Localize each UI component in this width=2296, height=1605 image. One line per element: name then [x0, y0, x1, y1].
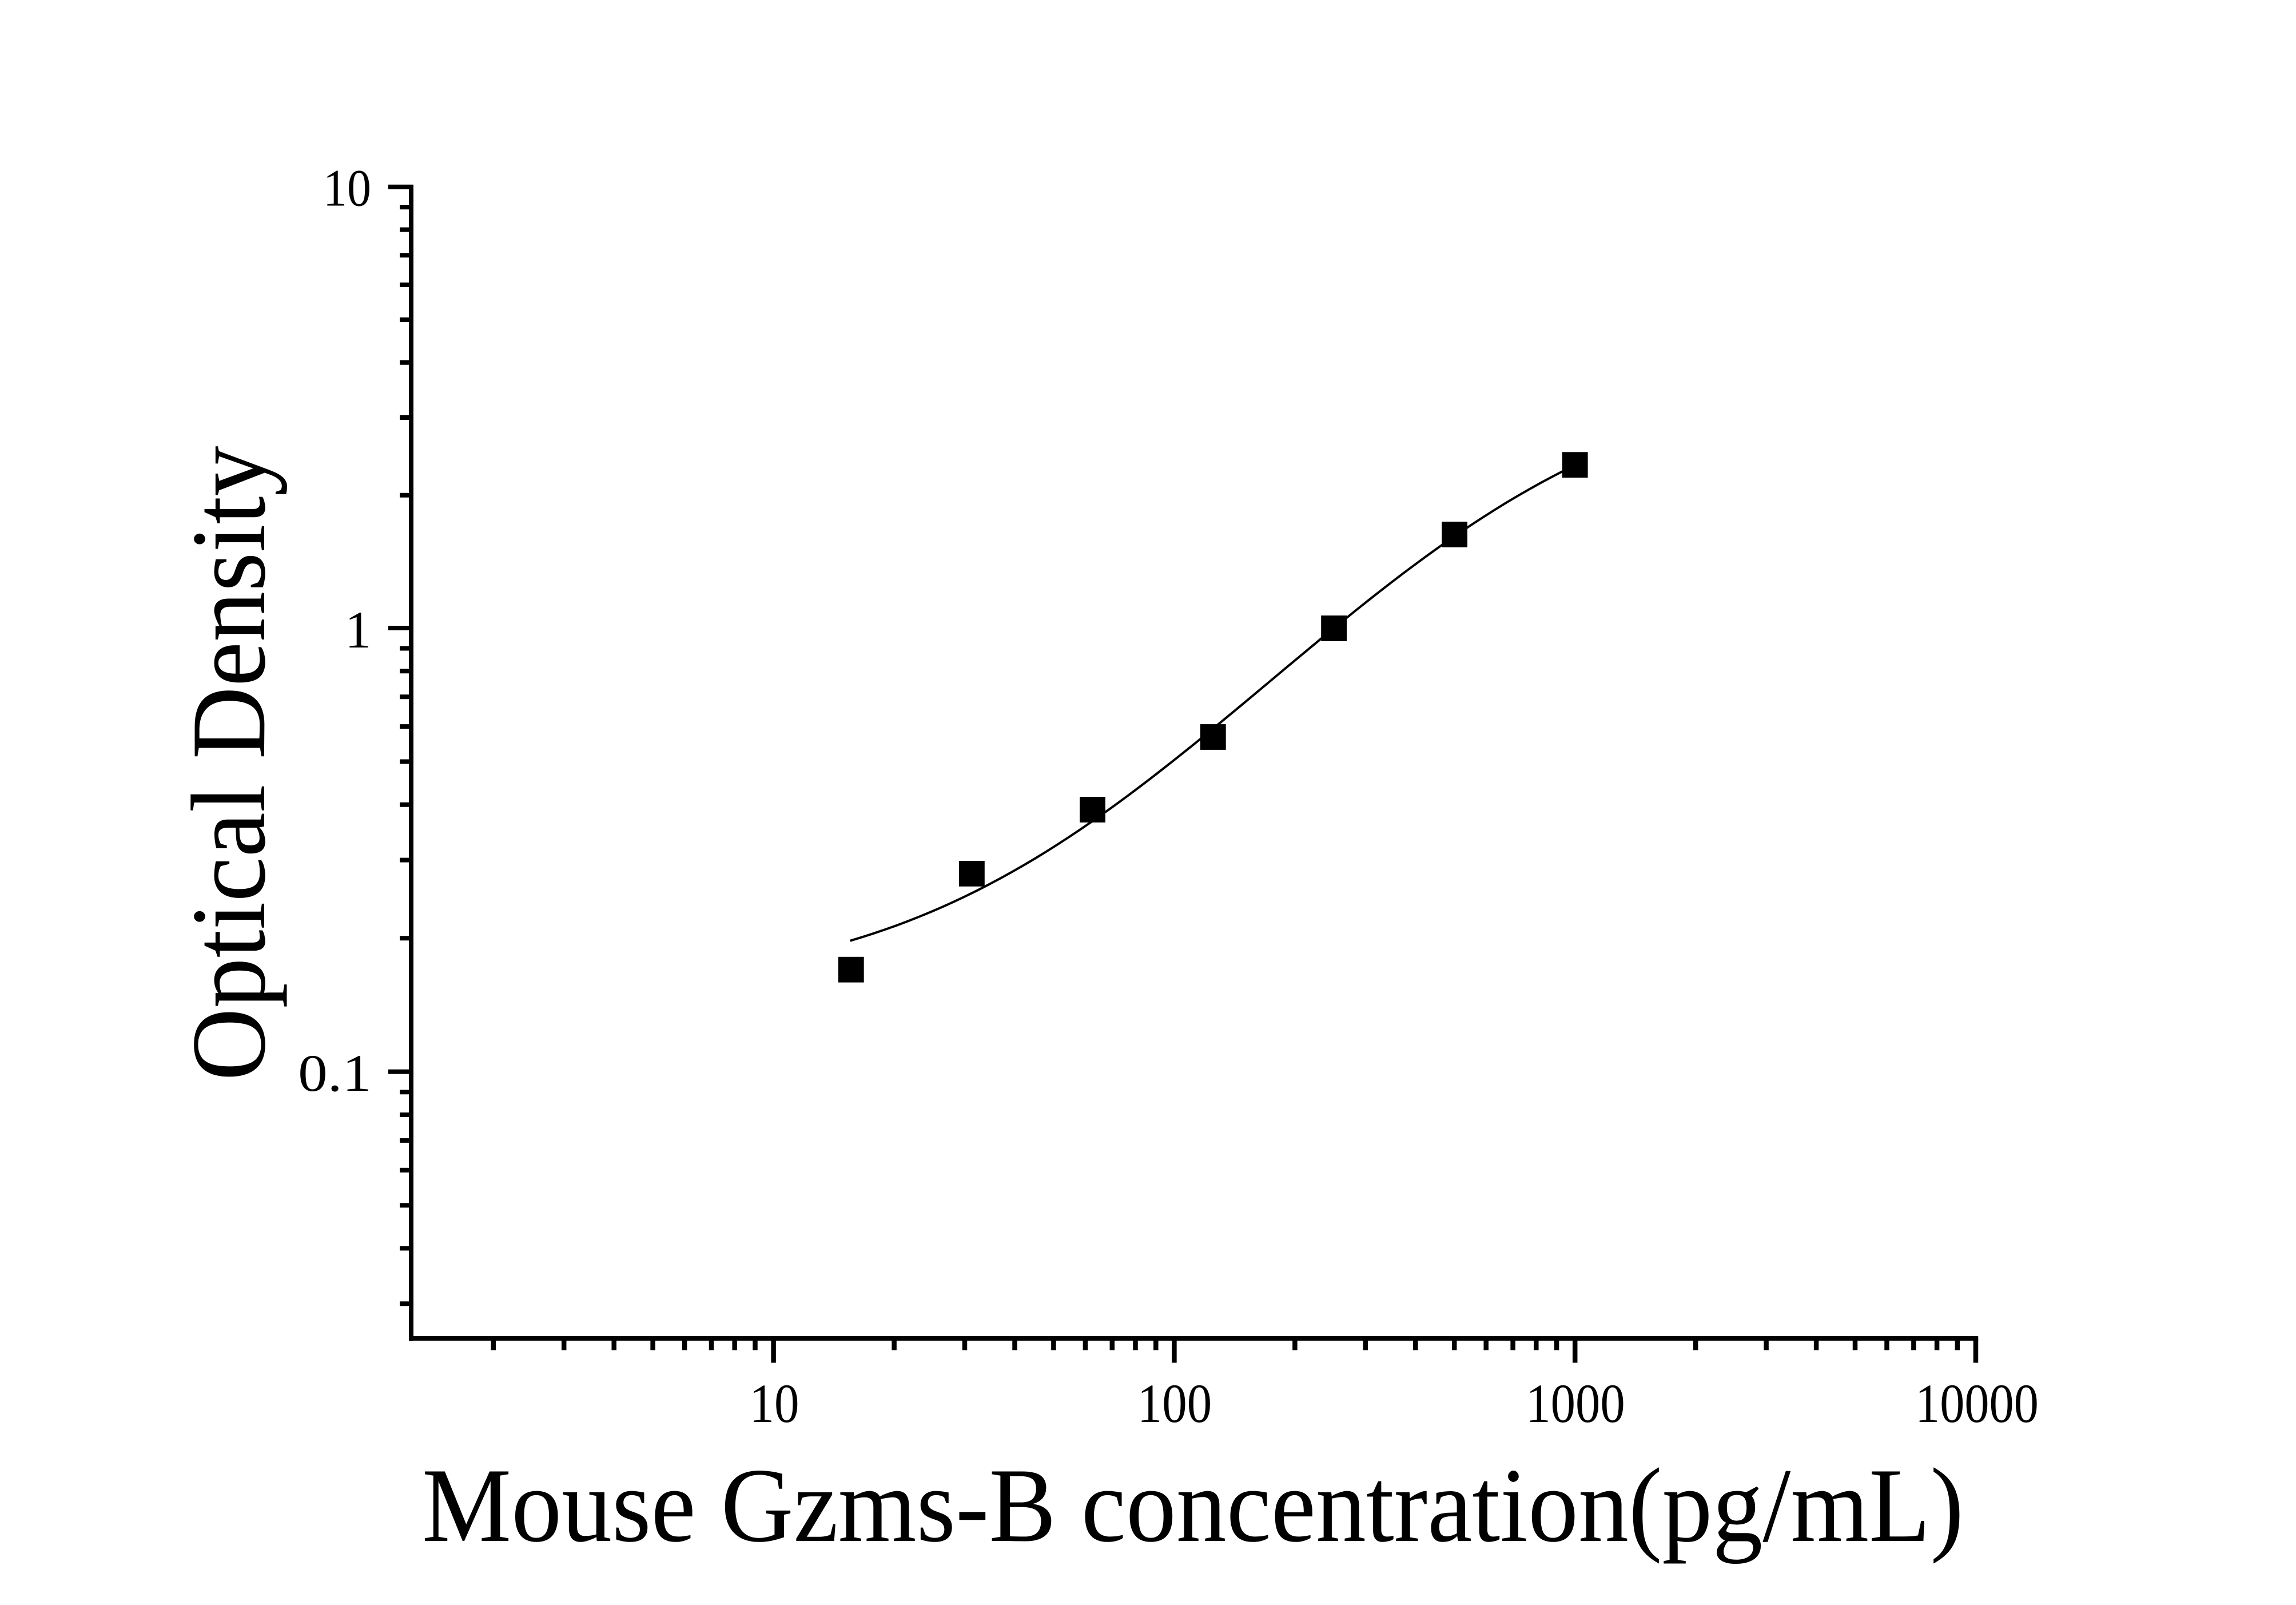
svg-text:100: 100	[1137, 1373, 1212, 1434]
svg-text:Mouse Gzms-B concentration(pg/: Mouse Gzms-B concentration(pg/mL)	[422, 1447, 1964, 1564]
svg-text:0.1: 0.1	[298, 1044, 372, 1102]
svg-text:1: 1	[345, 601, 371, 659]
svg-text:10000: 10000	[1915, 1373, 2039, 1434]
svg-text:1000: 1000	[1526, 1373, 1625, 1434]
svg-text:Optical Density: Optical Density	[170, 446, 288, 1080]
svg-text:10: 10	[749, 1373, 799, 1434]
svg-text:10: 10	[323, 159, 371, 217]
